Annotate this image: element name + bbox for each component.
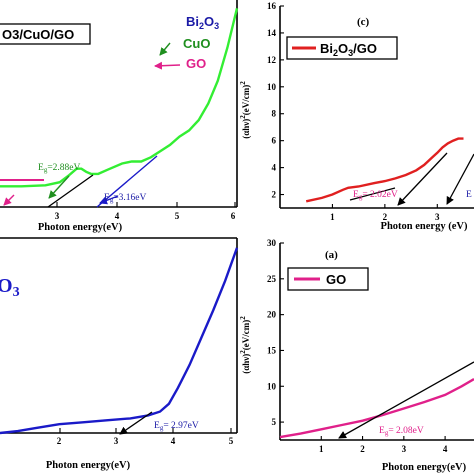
annotation-eg: Eg= 2.02eV bbox=[353, 190, 398, 201]
panel-bottom-right: 5 10 15 20 25 30 1 2 3 4 Photon energy(eV) (αhν)… bbox=[239, 238, 474, 473]
arrow-eg-bi2o3 bbox=[99, 195, 119, 205]
x-tick-label: 4 bbox=[443, 444, 448, 454]
legend-text: O3/CuO/GO bbox=[2, 27, 74, 42]
y-tick-label: 25 bbox=[267, 274, 277, 284]
annotation-eg: Eg= 2.97eV bbox=[154, 421, 199, 432]
tick-label: 2 bbox=[57, 436, 62, 446]
y-tick-label: 2 bbox=[272, 190, 277, 200]
x-tick-label: 3 bbox=[435, 212, 440, 222]
tick-label: 4 bbox=[115, 211, 120, 221]
x-axis-label: Photon energy (eV) bbox=[381, 221, 468, 232]
series-line-composite bbox=[0, 8, 239, 188]
legend-arrow-cuo bbox=[159, 42, 171, 56]
legend-box bbox=[287, 267, 369, 291]
annotation-eg-cuo: Eg=2.88eV bbox=[38, 163, 81, 174]
legend-label-go: GO bbox=[186, 56, 206, 71]
tangent-arrow-2 bbox=[446, 153, 474, 205]
panel-top-left: 3 4 5 6 Photon energy(eV) O3/CuO/GO Bi2O… bbox=[0, 0, 239, 233]
tick-label: 3 bbox=[114, 436, 119, 446]
x-tick-label: 2 bbox=[383, 212, 388, 222]
panel-bottom-left: 2 3 4 5 Photon energy(eV) O3 Eg= 2.97eV bbox=[0, 237, 239, 471]
series-line-bi2o3-go bbox=[305, 137, 464, 203]
y-tick-label: 10 bbox=[267, 381, 277, 391]
x-axis-label: Photon energy(eV) bbox=[46, 460, 131, 471]
y-tick-label: 10 bbox=[267, 82, 277, 92]
tick-label: 5 bbox=[229, 436, 234, 446]
tick-label: 3 bbox=[55, 211, 60, 221]
legend-text: GO bbox=[326, 272, 346, 287]
arrow-eg-go bbox=[3, 194, 15, 206]
x-tick-label: 3 bbox=[402, 444, 407, 454]
y-tick-label: 20 bbox=[267, 310, 277, 320]
legend-box bbox=[0, 23, 91, 45]
y-tick-label: 15 bbox=[267, 345, 277, 355]
x-axis-label: Photon energy(eV) bbox=[382, 462, 467, 473]
y-axis-label: (αhν)2(eV/cm)2 bbox=[239, 81, 251, 139]
y-tick-label: 6 bbox=[272, 136, 277, 146]
y-tick-label: 14 bbox=[267, 28, 277, 38]
legend-box bbox=[286, 36, 398, 60]
series-line-bi2o3 bbox=[0, 247, 239, 435]
panel-label: (c) bbox=[357, 16, 370, 28]
y-axis-label: (αhν)2(eV/cm)2 bbox=[239, 316, 251, 374]
panel-label: (a) bbox=[325, 249, 338, 261]
x-tick-label: 1 bbox=[319, 444, 324, 454]
tangent-arrow bbox=[119, 411, 153, 435]
y-tick-label: 30 bbox=[267, 238, 277, 248]
y-tick-label: 12 bbox=[267, 55, 277, 65]
tangent-arrow bbox=[397, 152, 448, 206]
x-axis-label: Photon energy(eV) bbox=[38, 222, 123, 233]
legend-text: O3 bbox=[0, 275, 20, 300]
tangent-arrow bbox=[338, 361, 474, 439]
y-tick-label: 8 bbox=[272, 109, 277, 119]
legend-arrow-go bbox=[154, 61, 181, 70]
tangent-line bbox=[47, 174, 94, 208]
tick-label: 5 bbox=[175, 211, 180, 221]
annotation-eg-cut: E bbox=[466, 190, 472, 200]
annotation-eg-bi2o3: Eg=3.16eV bbox=[104, 193, 147, 204]
x-tick-label: 2 bbox=[360, 444, 365, 454]
y-tick-label: 4 bbox=[272, 163, 277, 173]
series-line-go bbox=[279, 378, 474, 439]
tick-label: 4 bbox=[171, 436, 176, 446]
y-tick-label: 16 bbox=[267, 1, 277, 11]
legend-label-cuo: CuO bbox=[183, 36, 210, 51]
y-tick-label: 5 bbox=[272, 417, 277, 427]
tick-label: 6 bbox=[231, 211, 236, 221]
arrow-eg-cuo bbox=[48, 175, 70, 199]
legend-label-bi2o3: Bi2O3 bbox=[186, 14, 219, 31]
x-tick-label: 1 bbox=[330, 212, 335, 222]
annotation-leader bbox=[349, 187, 396, 201]
annotation-eg: Eg= 2.08eV bbox=[379, 426, 424, 437]
